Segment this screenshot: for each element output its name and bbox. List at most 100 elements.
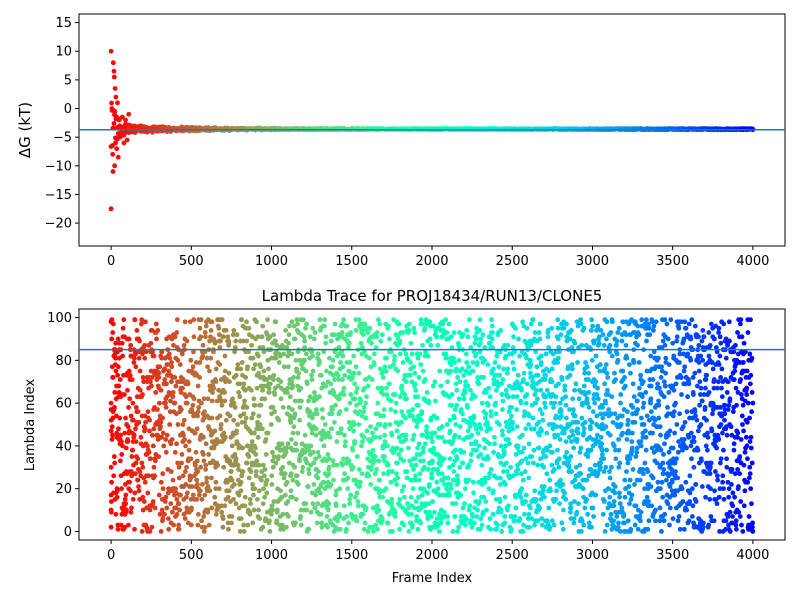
lambda-point [487,471,492,476]
lambda-point [328,381,333,386]
lambda-point [445,330,450,335]
delta-g-point [126,112,131,117]
lambda-point [661,467,666,472]
lambda-point [126,523,131,528]
lambda-point [478,527,483,532]
lambda-point [312,482,317,487]
lambda-point [303,433,308,438]
lambda-point [145,443,150,448]
lambda-point [407,322,412,327]
lambda-point [109,480,114,485]
lambda-point [129,506,134,511]
lambda-point [319,520,324,525]
lambda-point [682,369,687,374]
lambda-point [123,493,128,498]
lambda-point [474,514,479,519]
lambda-point [304,369,309,374]
lambda-point [293,441,298,446]
lambda-point [529,322,534,327]
lambda-point [309,373,314,378]
lambda-point [359,341,364,346]
lambda-point [653,508,658,513]
lambda-point [622,375,627,380]
lambda-point [173,334,178,339]
lambda-point [491,366,496,371]
lambda-point [505,371,510,376]
lambda-point [285,480,290,485]
lambda-point [224,418,229,423]
lambda-point [584,497,589,502]
lambda-point [536,420,541,425]
lambda-point [572,341,577,346]
lambda-point [491,512,496,517]
lambda-point [426,354,431,359]
lambda-point [280,523,285,528]
delta-g-point [112,121,117,126]
lambda-point [232,482,237,487]
lambda-point [121,326,126,331]
lambda-point [421,458,426,463]
lambda-point [157,493,162,498]
lambda-point [169,441,174,446]
lambda-point [483,416,488,421]
lambda-point [498,476,503,481]
lambda-point [150,433,155,438]
lambda-point [400,488,405,493]
lambda-point [392,358,397,363]
lambda-point [175,358,180,363]
lambda-point [130,454,135,459]
lambda-point [648,401,653,406]
lambda-point [466,364,471,369]
lambda-point [501,399,506,404]
lambda-point [487,486,492,491]
lambda-point [218,426,223,431]
lambda-point [189,523,194,528]
lambda-point [556,337,561,342]
lambda-point [259,403,264,408]
lambda-point [519,401,524,406]
lambda-point [353,514,358,519]
lambda-point [614,514,619,519]
lambda-point [531,317,536,322]
lambda-point [412,433,417,438]
lambda-point [628,527,633,532]
lambda-point [448,418,453,423]
lambda-point [676,518,681,523]
lambda-point [234,373,239,378]
lambda-point [627,501,632,506]
lambda-point [525,326,530,331]
lambda-point [600,416,605,421]
lambda-point [191,334,196,339]
lambda-point [254,473,259,478]
lambda-point [677,514,682,519]
lambda-point [463,486,468,491]
lambda-point [196,405,201,410]
lambda-point [345,486,350,491]
lambda-point [297,458,302,463]
lambda-point [471,369,476,374]
lambda-point [591,506,596,511]
lambda-point [331,358,336,363]
lambda-point [209,328,214,333]
lambda-point [630,405,635,410]
lambda-point [471,480,476,485]
lambda-point [677,411,682,416]
lambda-point [515,424,520,429]
lambda-point [233,452,238,457]
lambda-point [537,506,542,511]
lambda-point [617,461,622,466]
lambda-point [376,458,381,463]
lambda-point [150,375,155,380]
lambda-point [178,493,183,498]
lambda-point [380,386,385,391]
lambda-point [360,439,365,444]
lambda-point [294,448,299,453]
lambda-point [266,366,271,371]
lambda-point [608,433,613,438]
lambda-point [486,403,491,408]
lambda-point [668,317,673,322]
lambda-point [453,433,458,438]
lambda-point [315,520,320,525]
lambda-point [558,478,563,483]
x-tick-label: 1000 [255,254,288,269]
